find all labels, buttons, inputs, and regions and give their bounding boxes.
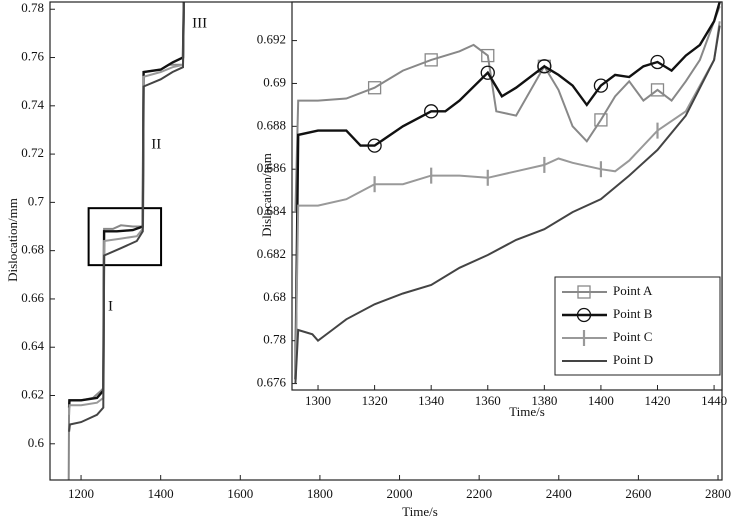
x-tick-label: 2400: [546, 486, 572, 501]
y-tick-label: 0.78: [263, 332, 286, 347]
x-tick-label: 1340: [418, 393, 444, 408]
x-tick-label: 1400: [148, 486, 174, 501]
highlight-box: [87, 207, 163, 267]
legend-label: Point A: [613, 283, 653, 298]
marker: [424, 104, 439, 119]
x-axis-label: Time/s: [402, 504, 438, 519]
y-axis-label: Dislocation/mm: [259, 153, 274, 237]
y-tick-label: 0.74: [21, 97, 44, 112]
x-tick-label: 2800: [705, 486, 731, 501]
marker: [424, 53, 438, 67]
x-tick-label: 1400: [588, 393, 614, 408]
marker: [537, 59, 552, 74]
y-tick-label: 0.64: [21, 338, 44, 353]
x-tick-label: 1200: [68, 486, 94, 501]
y-tick-label: 0.72: [21, 145, 44, 160]
series-line: [68, 1, 185, 415]
x-tick-label: 1380: [531, 393, 557, 408]
marker: [650, 54, 665, 70]
legend-label: Point B: [613, 306, 653, 321]
marker: [480, 65, 495, 80]
x-tick-label: 2200: [466, 486, 492, 501]
marker: [367, 81, 382, 95]
y-tick-label: 0.62: [21, 386, 44, 401]
legend-label: Point C: [613, 329, 652, 344]
y-tick-label: 0.682: [257, 246, 286, 261]
x-axis-label: Time/s: [509, 404, 545, 419]
marker: [481, 48, 495, 63]
plot-frame: [291, 1, 723, 391]
y-tick-label: 0.69: [263, 74, 286, 89]
x-tick-label: 1800: [307, 486, 333, 501]
annotation: I: [108, 299, 113, 315]
marker: [576, 307, 592, 323]
series-line: [294, 5, 721, 213]
legend-label: Point D: [613, 352, 653, 367]
y-tick-label: 0.76: [21, 49, 44, 64]
y-tick-label: 0.68: [263, 289, 286, 304]
marker: [593, 78, 609, 93]
y-tick-label: 0.688: [257, 117, 286, 132]
series-line: [294, 1, 721, 380]
y-tick-label: 0.68: [21, 242, 44, 257]
series-line: [68, 1, 185, 432]
y-tick-label: 0.676: [257, 375, 287, 390]
marker: [367, 138, 382, 153]
y-axis-label: Dislocation/mm: [5, 198, 20, 282]
annotation: II: [151, 137, 161, 153]
series-line: [294, 25, 721, 384]
marker: [594, 113, 608, 127]
series-line: [67, 1, 185, 408]
legend-box: [554, 276, 721, 376]
x-tick-label: 1600: [227, 486, 253, 501]
y-tick-label: 0.692: [257, 32, 286, 47]
y-tick-label: 0.7: [28, 193, 45, 208]
y-tick-label: 0.686: [257, 160, 287, 175]
x-tick-label: 1440: [701, 393, 727, 408]
annotation: III: [192, 16, 207, 32]
x-tick-label: 2000: [387, 486, 413, 501]
marker: [577, 285, 591, 299]
y-tick-label: 0.6: [28, 435, 45, 450]
x-tick-label: 1360: [475, 393, 501, 408]
y-tick-label: 0.78: [21, 0, 44, 15]
x-tick-label: 1420: [645, 393, 671, 408]
y-tick-label: 0.684: [257, 203, 287, 218]
x-tick-label: 2600: [625, 486, 651, 501]
y-tick-label: 0.66: [21, 290, 44, 305]
marker: [650, 83, 665, 97]
x-tick-label: 1320: [362, 393, 388, 408]
x-tick-label: 1300: [305, 393, 331, 408]
